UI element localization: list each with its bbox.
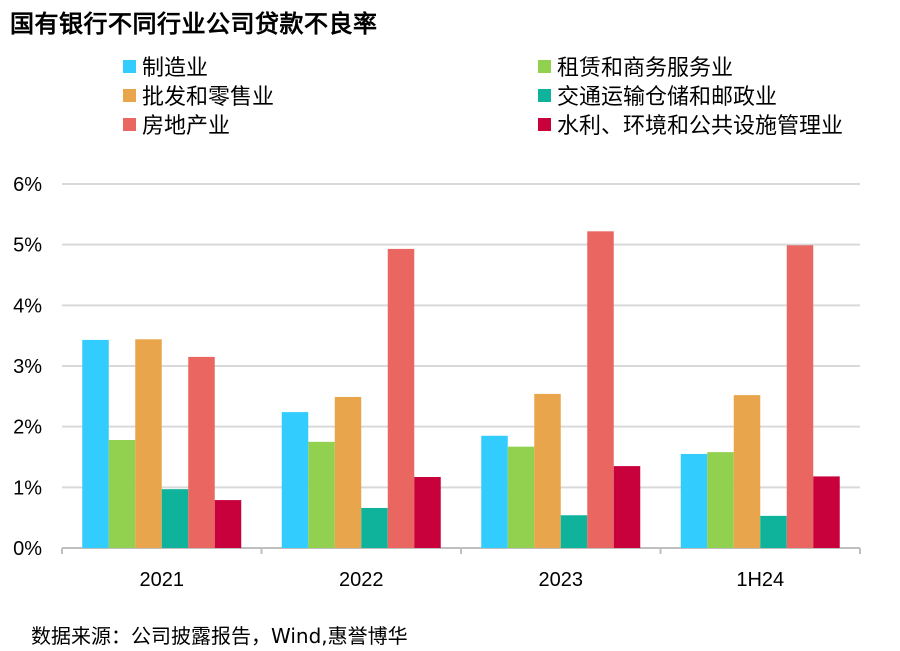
legend-swatch-transport bbox=[538, 88, 551, 102]
legend-item-real-estate: 房地产业 bbox=[123, 108, 230, 140]
legend-swatch-manufacturing bbox=[123, 59, 136, 73]
bar bbox=[108, 440, 136, 548]
bar bbox=[786, 245, 814, 549]
bar bbox=[188, 356, 215, 548]
legend-label: 批发和零售业 bbox=[142, 85, 275, 110]
x-tick-label: 1H24 bbox=[736, 569, 784, 591]
x-tick-label: 2021 bbox=[140, 569, 185, 591]
legend-item-wholesale-retail: 批发和零售业 bbox=[123, 79, 274, 111]
legend-label: 交通运输仓储和邮政业 bbox=[557, 85, 778, 110]
bar bbox=[82, 339, 109, 548]
source-note: 数据来源：公司披露报告，Wind,惠誉博华 bbox=[31, 624, 408, 648]
legend-swatch-real-estate bbox=[123, 117, 136, 131]
legend-item-water-environment: 水利、环境和公共设施管理业 bbox=[538, 108, 843, 140]
y-tick-label: 6% bbox=[13, 174, 42, 196]
bar bbox=[481, 435, 508, 548]
bar bbox=[707, 452, 734, 548]
legend-label: 租赁和商务服务业 bbox=[557, 56, 734, 81]
bar bbox=[733, 395, 761, 548]
bar bbox=[308, 441, 335, 548]
x-tick-label: 2023 bbox=[539, 569, 584, 591]
legend-label: 房地产业 bbox=[142, 114, 231, 139]
legend-swatch-wholesale-retail bbox=[123, 88, 136, 102]
legend-item-transport: 交通运输仓储和邮政业 bbox=[538, 79, 777, 111]
bar bbox=[135, 339, 162, 548]
bar bbox=[387, 248, 415, 548]
bar bbox=[281, 412, 309, 548]
y-tick-label: 3% bbox=[13, 356, 42, 378]
legend-swatch-leasing-business bbox=[538, 59, 551, 73]
legend-item-manufacturing: 制造业 bbox=[123, 50, 208, 82]
y-tick-label: 5% bbox=[13, 235, 42, 257]
y-tick-label: 4% bbox=[13, 295, 42, 317]
y-tick-label: 1% bbox=[13, 477, 42, 499]
bar bbox=[760, 515, 787, 548]
bar bbox=[587, 231, 614, 548]
bar bbox=[680, 453, 708, 548]
bar bbox=[534, 393, 561, 548]
x-tick-label: 2022 bbox=[339, 569, 384, 591]
legend-label: 水利、环境和公共设施管理业 bbox=[557, 114, 844, 139]
bar bbox=[813, 476, 840, 548]
chart-title: 国有银行不同行业公司贷款不良率 bbox=[10, 10, 378, 38]
legend-label: 制造业 bbox=[142, 56, 209, 81]
bar bbox=[507, 446, 535, 548]
legend-item-leasing-business: 租赁和商务服务业 bbox=[538, 50, 733, 82]
bar bbox=[161, 489, 189, 548]
bar bbox=[361, 507, 388, 548]
bar bbox=[214, 500, 242, 548]
bar bbox=[560, 515, 588, 548]
bar bbox=[334, 396, 362, 548]
legend-swatch-water-environment bbox=[538, 117, 551, 131]
bar bbox=[613, 466, 641, 548]
y-tick-label: 2% bbox=[13, 417, 42, 439]
bar bbox=[414, 477, 441, 548]
y-tick-label: 0% bbox=[13, 538, 42, 560]
legend: 制造业 批发和零售业 房地产业 租赁和商务服务业 交通运输仓储和邮政业 水利、环… bbox=[0, 0, 900, 140]
